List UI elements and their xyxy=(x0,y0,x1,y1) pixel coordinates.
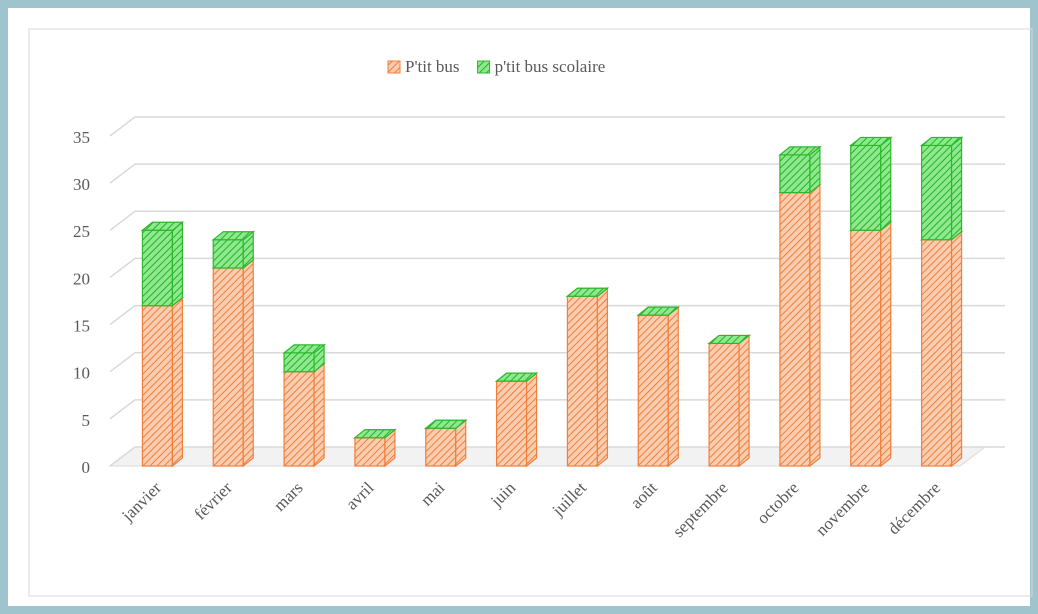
bar xyxy=(354,437,386,467)
bar-side xyxy=(667,305,679,468)
legend-swatch xyxy=(477,60,491,74)
bar-side xyxy=(171,296,184,468)
bar xyxy=(283,352,315,373)
y-tick-label: 30 xyxy=(73,175,90,194)
bar xyxy=(141,229,174,307)
bar-side xyxy=(596,287,609,468)
bar-top xyxy=(211,231,255,241)
bar xyxy=(920,144,953,241)
bar-side xyxy=(950,230,963,468)
bar-side xyxy=(880,221,892,468)
y-tick-label: 0 xyxy=(82,458,91,477)
chart-frame xyxy=(28,28,1033,597)
bar-top xyxy=(849,136,893,147)
bar-side xyxy=(242,258,254,468)
y-tick-label: 35 xyxy=(73,128,90,147)
y-tick-label: 10 xyxy=(73,364,90,383)
bar-side xyxy=(525,371,538,468)
bar xyxy=(779,154,811,194)
bar xyxy=(708,342,740,467)
bar-top xyxy=(636,306,680,316)
bar-top xyxy=(778,146,822,156)
y-tick-label: 20 xyxy=(73,269,90,288)
bar xyxy=(212,239,244,269)
bar xyxy=(425,427,457,467)
grid-line xyxy=(109,210,1005,231)
legend: P'tit bus p'tit bus scolaire xyxy=(387,57,606,76)
bar-top xyxy=(282,344,326,354)
grid-line xyxy=(109,304,1005,326)
bar-top xyxy=(424,419,468,429)
bar xyxy=(212,267,244,467)
bar xyxy=(566,295,599,467)
bar xyxy=(850,144,882,231)
bar xyxy=(637,314,669,467)
bar-top xyxy=(494,372,539,382)
grid-line xyxy=(109,116,1005,137)
bar-side xyxy=(880,136,892,232)
bar-top xyxy=(140,221,185,231)
bar-side xyxy=(738,334,750,468)
bar xyxy=(283,371,315,467)
grid-line xyxy=(109,163,1005,184)
bar-top xyxy=(353,429,397,439)
y-tick-label: 5 xyxy=(82,411,91,430)
bar-side xyxy=(950,136,963,241)
bar-side xyxy=(171,221,184,307)
bar xyxy=(779,191,811,467)
legend-swatch xyxy=(387,60,401,74)
bar-top xyxy=(919,136,964,147)
bar xyxy=(495,380,528,467)
y-tick-label: 15 xyxy=(73,316,90,335)
bar-top xyxy=(565,287,610,297)
bar xyxy=(920,239,953,467)
bar-top xyxy=(707,334,751,345)
bar xyxy=(141,305,174,467)
bar-side xyxy=(313,362,325,468)
legend-label: p'tit bus scolaire xyxy=(495,57,606,76)
bar xyxy=(850,229,882,467)
legend-label: P'tit bus xyxy=(405,57,460,76)
grid-line xyxy=(109,257,1005,279)
bar-side xyxy=(809,183,821,468)
y-tick-label: 25 xyxy=(73,222,90,241)
